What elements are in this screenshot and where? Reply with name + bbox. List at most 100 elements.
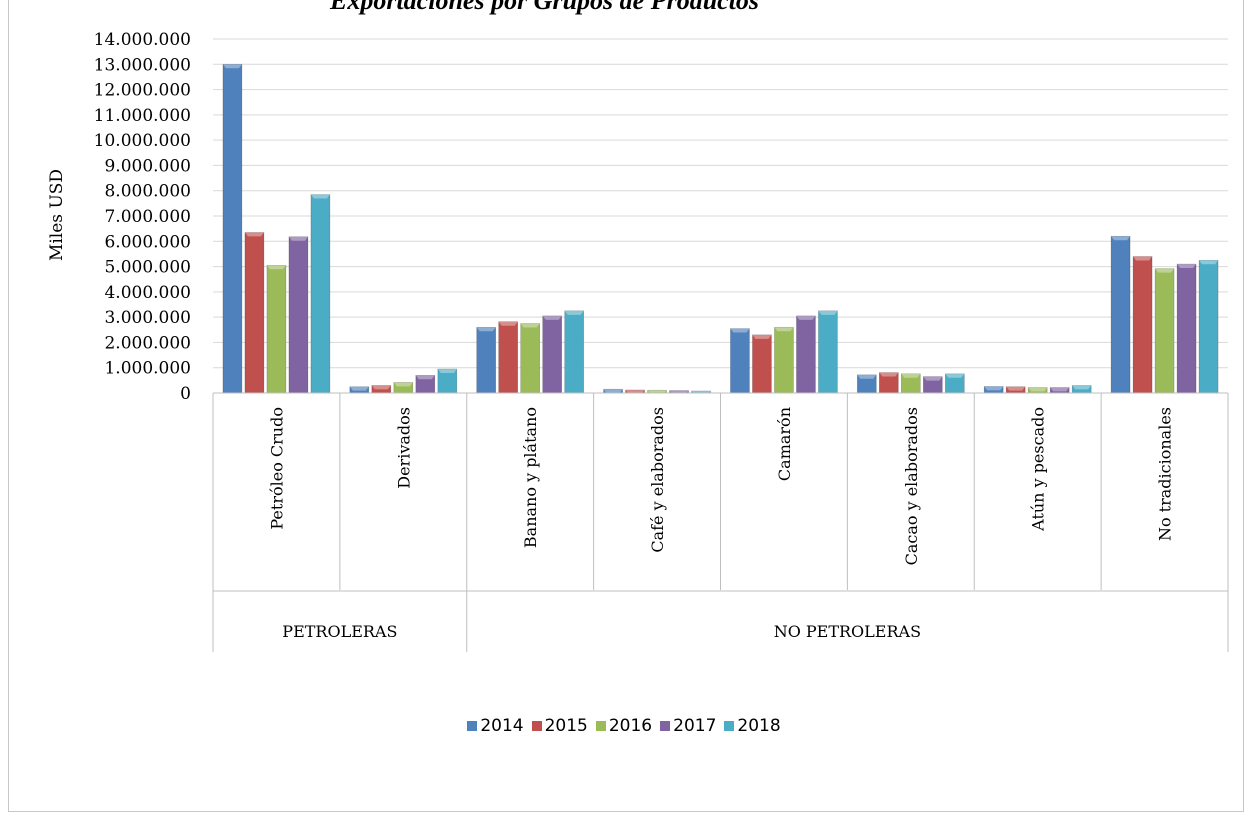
bar-bevel [244,232,264,237]
bar-bevel [879,372,899,377]
bar-bevel [1111,236,1131,241]
bar-bevel [1177,264,1197,269]
legend-label: 2016 [608,716,653,736]
legend-swatch [595,721,606,731]
y-tick-label: 11.000.000 [94,106,191,126]
legend-swatch [724,721,735,731]
y-tick-label: 4.000.000 [104,283,191,303]
legend: 2014 2015 2016 2017 2018 [0,716,1248,736]
legend-label: 2015 [544,716,588,736]
bar-2016-7 [1154,268,1175,394]
bar-bevel [1050,387,1070,392]
bar-2017-4 [796,315,816,394]
bar-bevel [222,64,242,69]
bar-bevel [857,374,877,379]
group-label: NO PETROLERAS [774,622,921,641]
bars [222,63,1219,395]
bar-2014-0 [222,63,243,394]
bar-bevel [1006,386,1026,391]
bar-bevel [669,390,689,395]
chart-frame [8,0,1244,812]
category-label: Atún y pescado [1029,407,1048,532]
bar-2016-0 [266,265,287,394]
legend-label: 2017 [673,716,717,736]
bar-bevel [752,334,772,339]
category-label: Camarón [775,407,794,481]
bar-bevel [564,310,584,315]
category-label: Café y elaborados [648,407,667,553]
bar-bevel [796,315,816,320]
y-axis-label: Miles USD [47,169,67,261]
gridlines [213,38,1228,394]
legend-item-2015: 2015 [531,716,588,736]
y-tick-label: 10.000.000 [94,131,191,151]
bar-bevel [1072,385,1092,390]
bar-bevel [1028,387,1048,392]
bar-bevel [1133,256,1153,261]
y-tick-label: 12.000.000 [94,81,191,101]
bar-bevel [476,327,496,332]
bar-bevel [520,323,540,328]
category-labels: Petróleo Crudo Derivados Banano y plátano C… [267,407,1174,565]
bar-bevel [818,310,838,315]
bar-bevel [437,368,457,373]
group-labels: PETROLERAS NO PETROLERAS [282,622,921,641]
bar-bevel [393,382,413,387]
legend-label: 2014 [480,716,524,736]
bar-bevel [371,385,391,390]
bar-2018-2 [564,310,584,394]
y-tick-label: 6.000.000 [104,232,191,252]
bar-bevel [923,376,943,381]
bar-bevel [415,375,435,380]
bar-bevel [730,328,750,333]
legend-swatch [467,721,478,731]
bar-bevel [984,386,1004,391]
category-label: Cacao y elaborados [902,407,921,565]
y-tick-label: 13.000.000 [94,55,191,75]
y-tick-label: 2.000.000 [104,333,191,353]
bar-2014-2 [476,326,496,394]
bar-2017-0 [288,236,309,394]
bar-2017-7 [1176,263,1197,394]
legend-label: 2018 [737,716,781,736]
y-axis-ticks: 0 1.000.000 2.000.000 3.000.000 4.000.000 5.0… [94,30,191,404]
bar-2015-0 [244,232,265,394]
bar-2014-7 [1110,235,1131,394]
y-tick-label: 14.000.000 [94,30,191,50]
legend-swatch [660,721,671,731]
chart-title: Exportaciones por Grupos de Productos [330,0,760,15]
category-label: Derivados [394,407,413,489]
bar-bevel [603,389,623,394]
bar-bevel [1199,260,1219,265]
category-label: No tradicionales [1156,407,1175,541]
y-tick-label: 1.000.000 [104,359,191,379]
bar-bevel [498,321,518,326]
bar-2017-2 [542,315,562,394]
bar-2018-0 [310,194,331,394]
group-label: PETROLERAS [282,622,397,641]
category-label: Banano y plátano [521,407,540,548]
bar-bevel [349,386,369,391]
bar-2016-4 [774,326,794,394]
bar-bevel [542,315,562,320]
bar-bevel [945,373,965,378]
bar-2015-4 [752,334,772,394]
legend-item-2017: 2017 [660,716,716,736]
bar-2018-7 [1198,259,1219,394]
bar-bevel [266,265,286,270]
bar-bevel [774,327,794,332]
legend-item-2014: 2014 [467,716,524,736]
y-tick-label: 8.000.000 [104,182,191,202]
bar-bevel [310,194,330,199]
legend-item-2016: 2016 [595,716,653,736]
legend-swatch [531,721,542,731]
bar-bevel [288,236,308,241]
x-axis [212,392,1229,652]
bar-bevel [647,390,667,395]
y-tick-label: 0 [180,384,191,404]
y-tick-label: 7.000.000 [104,207,191,227]
bar-bevel [901,373,921,378]
bar-2016-2 [520,323,540,394]
bar-2015-2 [498,321,518,394]
